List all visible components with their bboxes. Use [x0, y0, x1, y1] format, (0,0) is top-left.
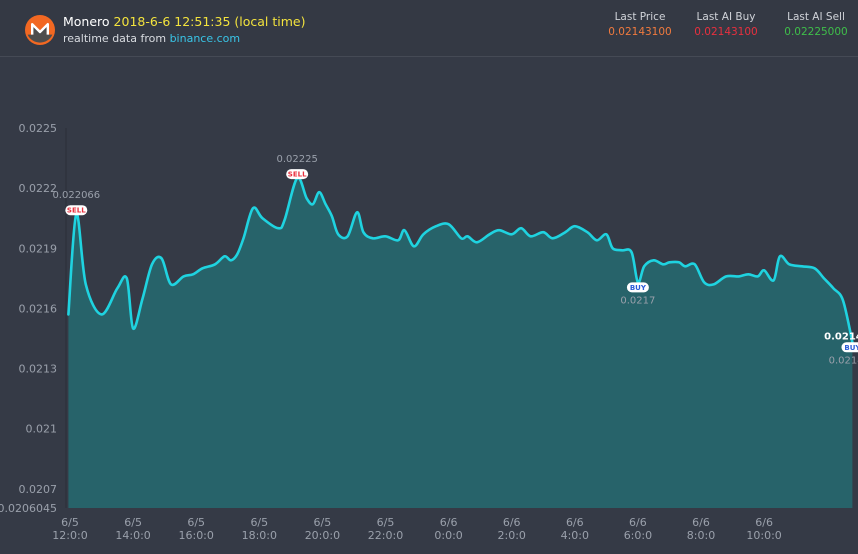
stat-last-ai-buy-value: 0.02143100 — [694, 26, 758, 38]
price-chart: 0.0225 0.0222 0.0219 0.0216 0.0213 0.021 0.020… — [0, 122, 858, 542]
buy-badge — [841, 342, 858, 353]
y-tick-label: 0.0207 — [19, 483, 58, 496]
x-tick-time: 8:0:0 — [687, 529, 715, 542]
stat-last-ai-sell: Last AI Sell 0.02225000 — [778, 11, 854, 38]
price-area — [68, 177, 853, 508]
x-tick-date: 6/6 — [440, 516, 458, 529]
x-tick-time: 20:0:0 — [305, 529, 340, 542]
x-tick-time: 2:0:0 — [497, 529, 525, 542]
header-title: Monero 2018-6-6 12:51:35 (local time) — [63, 14, 305, 29]
x-tick-time: 16:0:0 — [178, 529, 213, 542]
sell-badge-label: SELL — [288, 171, 307, 179]
x-tick-date: 6/5 — [187, 516, 205, 529]
x-tick-date: 6/6 — [503, 516, 521, 529]
buy-badge-label: BUY — [844, 344, 858, 352]
stat-last-price: Last Price 0.02143100 — [604, 11, 676, 38]
buy-badge-label: BUY — [630, 284, 647, 292]
x-tick-date: 6/6 — [692, 516, 710, 529]
y-tick-label: 0.0219 — [19, 242, 58, 255]
x-tick-time: 4:0:0 — [561, 529, 589, 542]
monero-logo-icon — [25, 15, 55, 45]
x-tick-date: 6/5 — [124, 516, 142, 529]
stat-last-ai-buy-label: Last AI Buy — [696, 11, 756, 23]
y-tick-label: 0.0206045 — [0, 502, 57, 515]
annotation-value: 0.0217 — [620, 295, 655, 306]
stat-last-price-value: 0.02143100 — [608, 26, 672, 38]
y-tick-label: 0.0216 — [19, 302, 58, 315]
sell-badge-label: SELL — [67, 207, 86, 215]
y-tick-label: 0.0222 — [19, 182, 58, 195]
header-bar: Monero 2018-6-6 12:51:35 (local time) re… — [0, 0, 858, 57]
x-tick-date: 6/5 — [250, 516, 268, 529]
x-tick-date: 6/6 — [629, 516, 647, 529]
x-tick-date: 6/6 — [755, 516, 773, 529]
coin-name: Monero — [63, 14, 110, 29]
source-prefix: realtime data from — [63, 32, 167, 45]
last-price-tag: 0.021431 — [824, 331, 858, 342]
x-tick-time: 0:0:0 — [434, 529, 462, 542]
annotation-value: 0.021431 — [829, 355, 858, 366]
sell-badge — [286, 169, 309, 180]
x-tick-time: 10:0:0 — [746, 529, 781, 542]
header-subtitle: realtime data from binance.com — [63, 32, 240, 45]
x-tick-date: 6/5 — [377, 516, 395, 529]
x-tick-time: 14:0:0 — [115, 529, 150, 542]
buy-badge — [626, 282, 649, 293]
annotation-value: 0.022066 — [52, 190, 100, 201]
x-tick-time: 22:0:0 — [368, 529, 403, 542]
x-tick-date: 6/5 — [61, 516, 79, 529]
y-tick-label: 0.0225 — [19, 122, 58, 135]
stat-last-ai-sell-label: Last AI Sell — [787, 11, 845, 23]
price-line — [67, 176, 854, 344]
x-tick-date: 6/6 — [566, 516, 584, 529]
source-link[interactable]: binance.com — [169, 32, 241, 45]
x-tick-time: 12:0:0 — [52, 529, 87, 542]
header-datetime: 2018-6-6 12:51:35 (local time) — [113, 14, 306, 29]
y-tick-label: 0.021 — [26, 423, 58, 436]
stat-last-price-label: Last Price — [614, 11, 666, 23]
stat-last-ai-sell-value: 0.02225000 — [784, 26, 848, 38]
sell-badge — [65, 205, 88, 216]
stat-last-ai-buy: Last AI Buy 0.02143100 — [688, 11, 764, 38]
x-tick-time: 6:0:0 — [624, 529, 652, 542]
y-tick-label: 0.0213 — [19, 363, 58, 376]
x-tick-time: 18:0:0 — [242, 529, 277, 542]
annotation-value: 0.02225 — [276, 154, 317, 165]
x-tick-date: 6/5 — [314, 516, 332, 529]
